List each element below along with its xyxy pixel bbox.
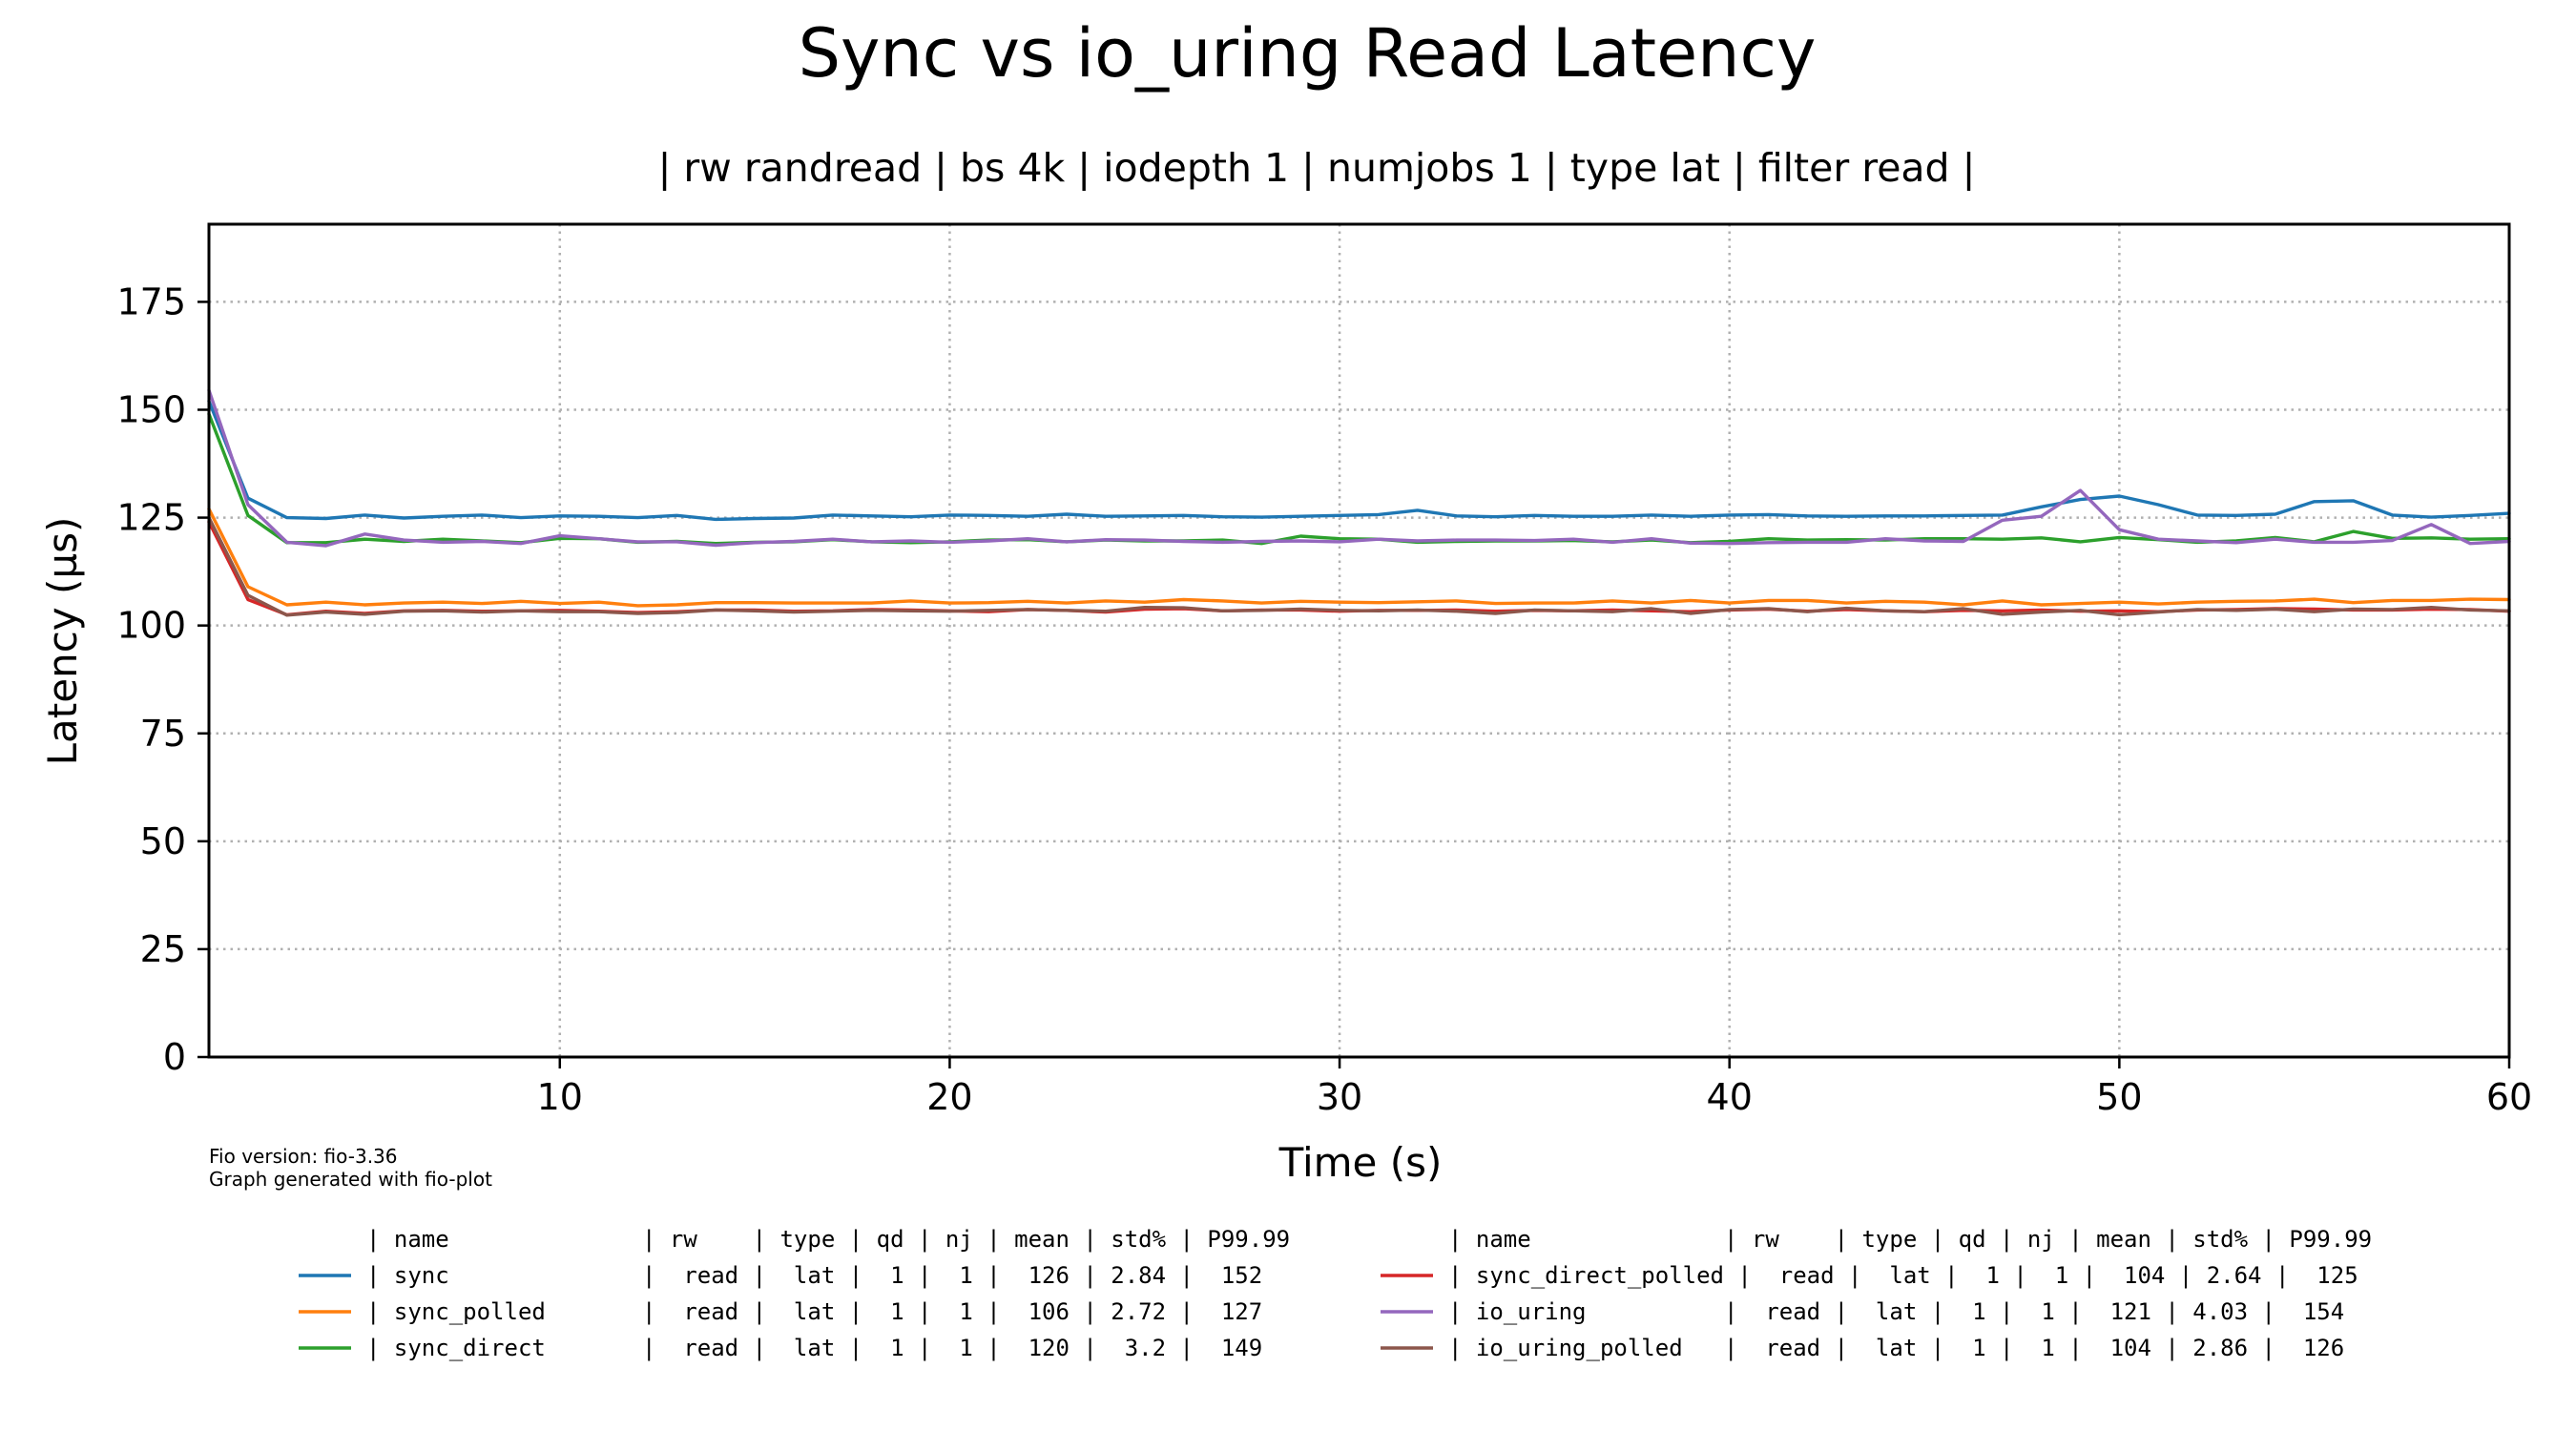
series-line-sync-direct	[207, 412, 2511, 546]
legend-row-sync-direct: | sync_direct | read | lat | 1 | 1 | 120…	[366, 1335, 1262, 1361]
legend-row-sync-polled: | sync_polled | read | lat | 1 | 1 | 106…	[366, 1298, 1262, 1325]
y-tick-label: 100	[116, 605, 186, 647]
legend-header-left: | name | rw | type | qd | nj | mean | st…	[366, 1226, 1290, 1253]
x-tick-label: 40	[1707, 1076, 1753, 1118]
y-tick-label: 125	[116, 497, 186, 539]
y-tick-label: 50	[140, 820, 186, 862]
series-line-io-uring	[207, 388, 2511, 548]
generated-with-note: Graph generated with fio-plot	[209, 1168, 492, 1191]
x-tick-label: 10	[537, 1076, 583, 1118]
chart-title: Sync vs io_uring Read Latency	[799, 14, 1817, 93]
y-tick-label: 175	[116, 280, 186, 322]
series-line-io-uring-polled	[207, 515, 2511, 617]
y-tick-label: 150	[116, 389, 186, 431]
x-tick-label: 60	[2486, 1076, 2532, 1118]
chart-subtitle: | rw randread | bs 4k | iodepth 1 | numj…	[658, 145, 1976, 191]
y-tick-label: 0	[163, 1036, 186, 1078]
y-tick-label: 25	[140, 928, 186, 970]
plot-frame	[207, 222, 2511, 1059]
grid-lines	[209, 224, 2511, 1057]
y-axis-label: Latency (µs)	[39, 517, 86, 766]
series-lines	[207, 388, 2511, 617]
x-axis-label: Time (s)	[1278, 1139, 1443, 1186]
legend-row-sync: | sync | read | lat | 1 | 1 | 126 | 2.84…	[366, 1262, 1262, 1289]
legend-header-right: | name | rw | type | qd | nj | mean | st…	[1448, 1226, 2372, 1253]
series-line-sync	[207, 399, 2511, 522]
legend-row-sync-direct-polled: | sync_direct_polled | read | lat | 1 | …	[1448, 1262, 2358, 1289]
y-tick-label: 75	[140, 713, 186, 755]
legend-row-io-uring: | io_uring | read | lat | 1 | 1 | 121 | …	[1448, 1298, 2344, 1325]
x-tick-label: 30	[1317, 1076, 1362, 1118]
x-tick-label: 50	[2096, 1076, 2142, 1118]
legend-row-io-uring-polled: | io_uring_polled | read | lat | 1 | 1 |…	[1448, 1335, 2344, 1361]
x-tick-label: 20	[926, 1076, 972, 1118]
series-line-sync-polled	[207, 507, 2511, 608]
axis-ticks: 10 20 30 40 50 60 0 25 50 75 100 125 150 175	[116, 280, 2532, 1118]
fio-version-note: Fio version: fio-3.36	[209, 1145, 398, 1168]
legend-table: | name | rw | type | qd | nj | mean | st…	[299, 1226, 2372, 1361]
